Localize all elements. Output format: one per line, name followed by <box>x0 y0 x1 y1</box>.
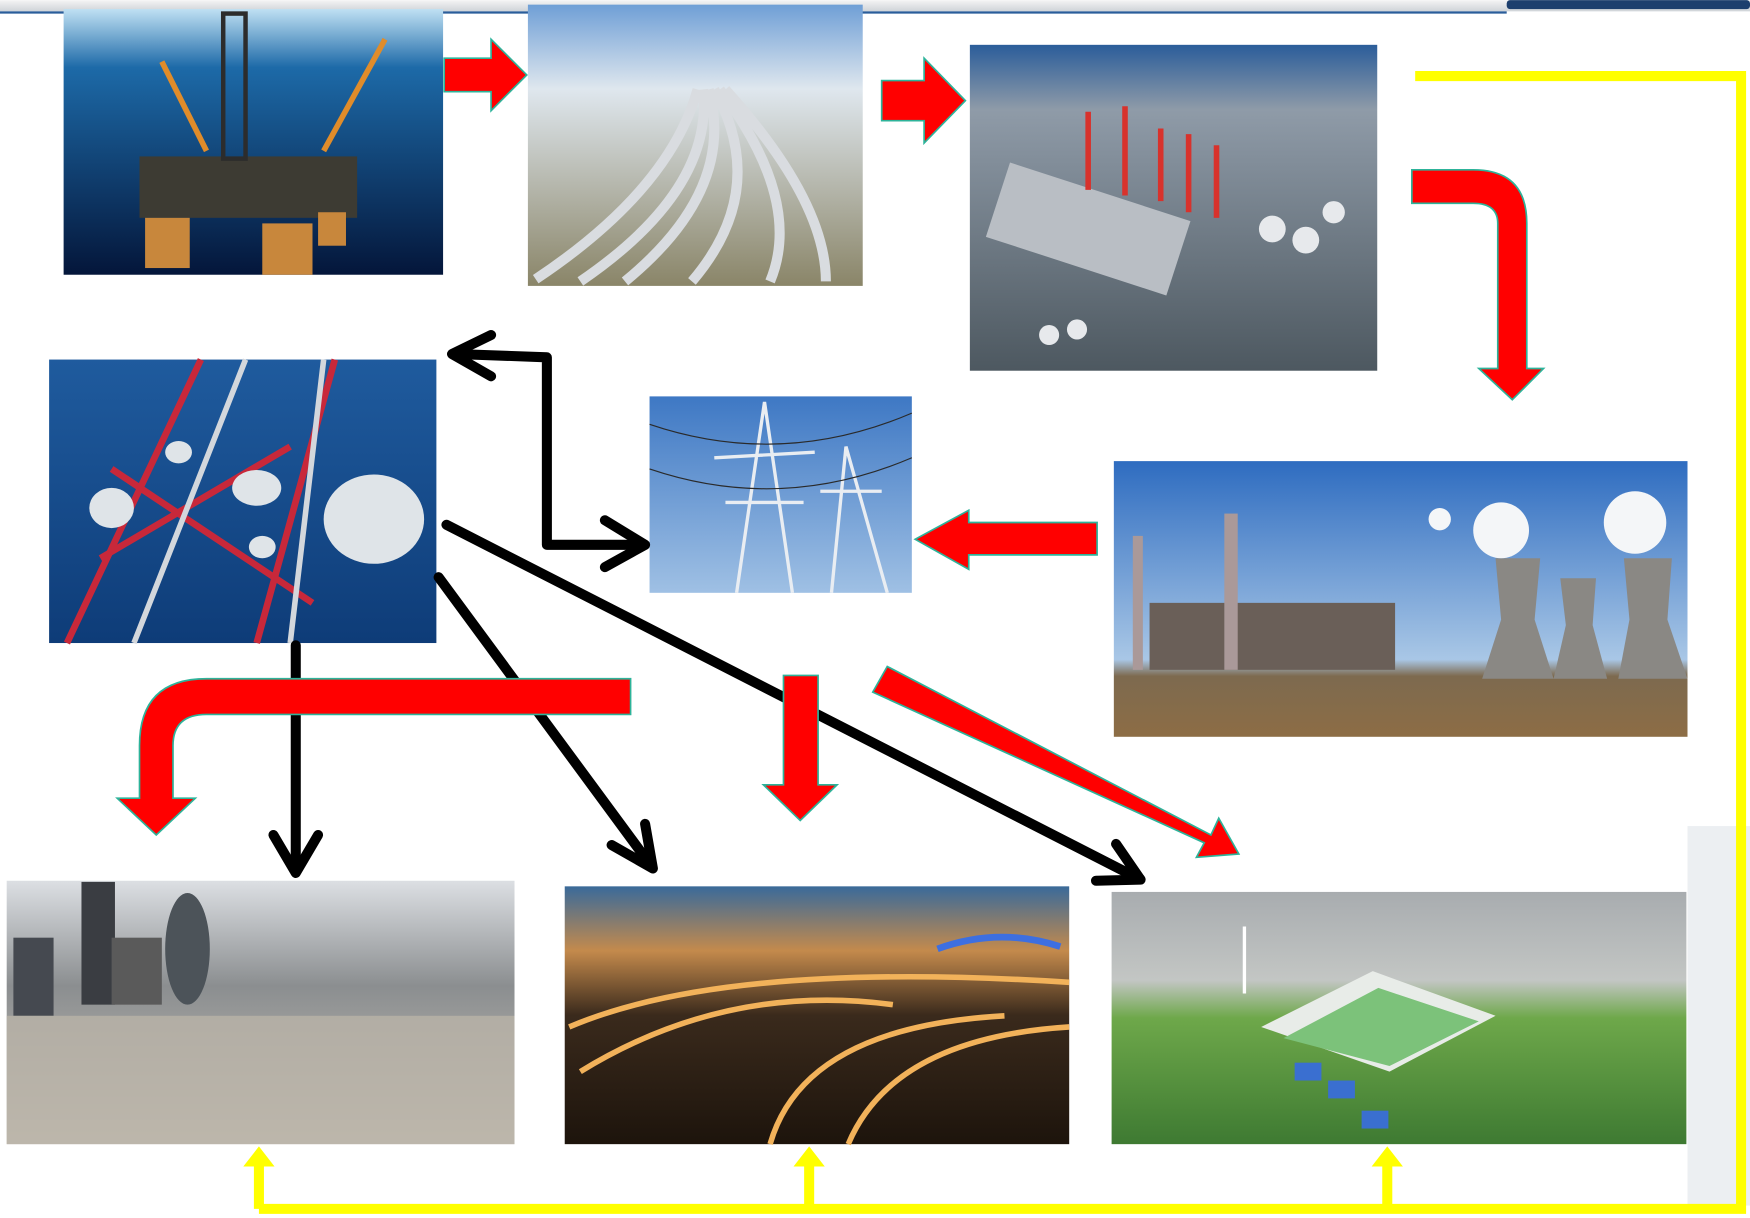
power-plant-image <box>1114 461 1688 737</box>
power-lines-image <box>650 396 912 592</box>
telecom-tower-image <box>49 360 436 643</box>
facility-image <box>1112 892 1687 1144</box>
page <box>0 0 1750 1218</box>
oil-rig-image <box>64 9 443 275</box>
highway-image <box>565 886 1069 1144</box>
feedback-arrowheads <box>243 1146 1403 1166</box>
city-image <box>7 881 515 1144</box>
pipeline-image <box>528 5 863 286</box>
diagram <box>0 0 1750 1218</box>
refinery-image <box>970 45 1377 371</box>
logo <box>1507 0 1750 9</box>
